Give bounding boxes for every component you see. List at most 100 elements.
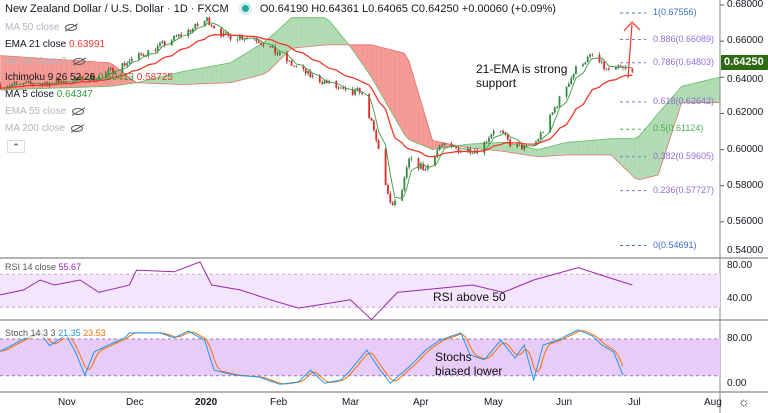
candle-down <box>384 148 387 185</box>
candle-up <box>137 53 140 59</box>
candle-down <box>452 145 455 147</box>
ichimoku-cloud-segment <box>0 55 6 90</box>
ichimoku-cloud-segment <box>531 148 537 157</box>
candle-up <box>11 84 13 86</box>
ichimoku-cloud-segment <box>155 77 161 84</box>
ohlc-close: C0.64250 <box>410 3 459 15</box>
candle-up <box>443 143 446 146</box>
ichimoku-cloud-segment <box>61 59 67 88</box>
candle-down <box>255 38 258 42</box>
rsi-legend[interactable]: RSI 14 close 55.67 <box>5 262 82 272</box>
candle-down <box>274 46 277 54</box>
ichimoku-cloud-segment <box>691 82 697 103</box>
ichimoku-cloud-segment <box>329 20 335 45</box>
candle-up <box>516 143 519 147</box>
candle-up <box>586 56 589 63</box>
legend-bb[interactable]: BB 20 close 2 <box>5 56 85 67</box>
settings-gear-icon[interactable]: ☼ <box>738 394 750 409</box>
legend-ma50[interactable]: MA 50 close <box>5 22 78 33</box>
candle-up <box>553 108 556 113</box>
fib-level-label: 0.786(0.64803) <box>653 56 715 67</box>
ichimoku-cloud-segment <box>648 119 654 178</box>
candle-up <box>8 85 11 87</box>
ichimoku-cloud-segment <box>606 138 612 155</box>
candle-up <box>126 63 128 66</box>
ichimoku-cloud-segment <box>681 85 687 103</box>
candle-up <box>27 81 30 83</box>
ichimoku-cloud-segment <box>427 124 434 150</box>
candle-up <box>401 190 403 201</box>
ichimoku-cloud-segment <box>183 70 189 85</box>
candle-up <box>582 64 584 67</box>
ichimoku-cloud-segment <box>66 59 72 88</box>
candle-down <box>58 78 60 83</box>
candle-up <box>551 112 554 115</box>
candle-down <box>290 60 293 66</box>
candle-down <box>123 63 126 66</box>
rsi-annotation: RSI above 50 <box>433 290 506 304</box>
candle-up <box>408 158 410 168</box>
collapse-legend-button[interactable]: ⌃ <box>7 140 25 153</box>
candle-up <box>537 138 540 142</box>
candle-down <box>335 80 338 88</box>
candle-down <box>269 46 272 48</box>
ichimoku-cloud-segment <box>554 144 560 156</box>
ichimoku-cloud-segment <box>225 62 231 83</box>
time-axis-label: Dec <box>126 397 144 408</box>
candle-down <box>485 141 488 143</box>
candle-down <box>154 50 157 52</box>
candle-up <box>194 23 197 29</box>
ohlc-low: L0.64065 <box>362 3 408 15</box>
candle-down <box>145 55 147 57</box>
ichimoku-cloud-segment <box>338 32 344 45</box>
candle-down <box>140 53 143 55</box>
ohlc-high: H0.64361 <box>311 3 359 15</box>
ichimoku-cloud-segment <box>211 65 217 84</box>
fib-level-label: 1(0.67556) <box>653 7 697 18</box>
hidden-eye-icon[interactable] <box>71 124 84 132</box>
candle-up <box>490 134 493 138</box>
candle-down <box>213 26 215 29</box>
stoch-band <box>0 339 720 376</box>
legend-ma200[interactable]: MA 200 close <box>5 123 84 134</box>
up-arrow-drawing <box>623 21 641 79</box>
ichimoku-cloud-segment <box>592 139 598 155</box>
legend-ma5[interactable]: MA 5 close 0.64347 <box>5 89 93 100</box>
legend-ema21[interactable]: EMA 21 close 0.63991 <box>5 39 106 50</box>
legend-ema55[interactable]: EMA 55 close <box>5 106 85 117</box>
hidden-eye-icon[interactable] <box>72 107 85 115</box>
chevron-up-icon: ⌃ <box>12 142 20 152</box>
candle-down <box>32 83 34 86</box>
ichimoku-cloud-segment <box>380 47 387 102</box>
candle-down <box>375 130 378 141</box>
symbol-title[interactable]: New Zealand Dollar / U.S. Dollar · 1D · … <box>5 3 229 15</box>
candle-up <box>589 54 591 57</box>
ichimoku-cloud-segment <box>714 77 720 103</box>
ichimoku-cloud-segment <box>282 21 288 58</box>
hidden-eye-icon[interactable] <box>72 57 85 65</box>
time-axis-label: Nov <box>58 397 76 408</box>
ichimoku-cloud-segment <box>258 42 264 76</box>
candle-up <box>539 132 542 139</box>
ichimoku-cloud-segment <box>550 145 556 157</box>
candle-up <box>224 32 227 34</box>
candle-up <box>203 20 206 26</box>
candle-up <box>107 69 110 73</box>
candle-down <box>361 92 363 95</box>
ichimoku-cloud-segment <box>174 72 180 85</box>
ma5-line <box>0 22 633 199</box>
candle-down <box>372 120 375 131</box>
ichimoku-cloud-segment <box>178 71 184 85</box>
legend-ichimoku[interactable]: Ichimoku 9 26 52 26 0.60413 0.58725 <box>5 72 173 83</box>
ichimoku-cloud-segment <box>658 108 664 175</box>
candle-down <box>112 68 114 74</box>
time-axis-label: Feb <box>270 397 288 408</box>
ichimoku-cloud-segment <box>169 73 175 85</box>
stoch-legend[interactable]: Stoch 14 3 3 21.35 23.53 <box>5 328 106 338</box>
stoch-annotation: Stochs biased lower <box>435 350 503 378</box>
ichimoku-cloud-segment <box>615 138 622 165</box>
candle-up <box>236 39 239 41</box>
hidden-eye-icon[interactable] <box>65 23 78 31</box>
time-axis-label: Jun <box>556 397 573 408</box>
